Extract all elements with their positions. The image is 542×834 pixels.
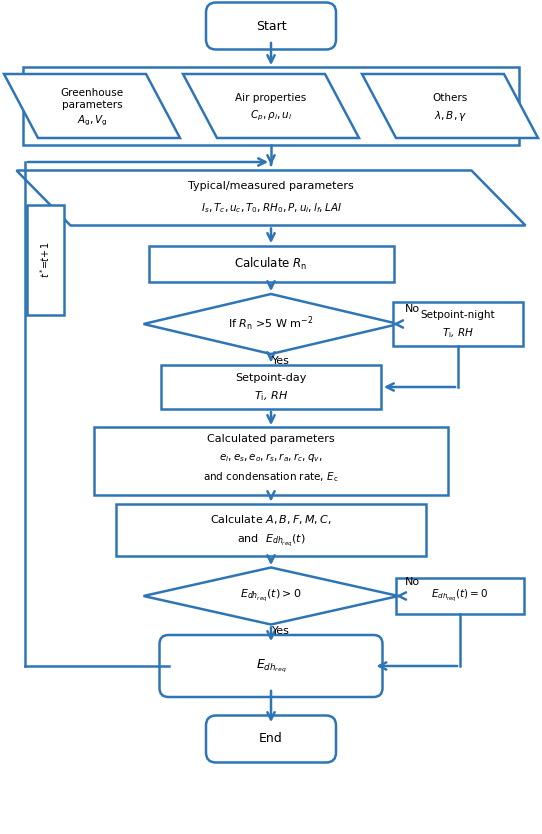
FancyBboxPatch shape	[116, 504, 426, 556]
Text: $T_\mathrm{i}$, RH: $T_\mathrm{i}$, RH	[442, 326, 474, 340]
FancyBboxPatch shape	[206, 716, 336, 762]
Polygon shape	[16, 170, 526, 225]
Text: $e_i, e_s, e_o, r_s, r_a, r_c, q_v,$: $e_i, e_s, e_o, r_s, r_a, r_c, q_v,$	[219, 451, 323, 465]
FancyBboxPatch shape	[159, 635, 383, 697]
Polygon shape	[4, 74, 180, 138]
FancyBboxPatch shape	[161, 365, 381, 409]
Polygon shape	[144, 567, 398, 625]
Text: Yes: Yes	[272, 626, 290, 636]
Text: End: End	[259, 732, 283, 746]
Text: No: No	[404, 577, 420, 587]
Text: parameters: parameters	[62, 100, 122, 110]
Text: $t^*\!\!=\!\!t\!+\!1$: $t^*\!\!=\!\!t\!+\!1$	[38, 241, 52, 278]
Text: Air properties: Air properties	[235, 93, 307, 103]
FancyBboxPatch shape	[23, 67, 519, 145]
Text: Calculate $A, B, F, M, C,$: Calculate $A, B, F, M, C,$	[210, 513, 332, 525]
Text: $T_\mathrm{i}$, RH: $T_\mathrm{i}$, RH	[254, 389, 288, 403]
Text: $C_p, \rho_i, u_i$: $C_p, \rho_i, u_i$	[250, 108, 292, 123]
Text: $E_{dh_{req}}$: $E_{dh_{req}}$	[255, 657, 287, 675]
Text: No: No	[404, 304, 420, 314]
FancyBboxPatch shape	[396, 578, 524, 614]
Polygon shape	[183, 74, 359, 138]
Text: Yes: Yes	[272, 356, 290, 366]
Text: $E_{dh_{req}}(t) = 0$: $E_{dh_{req}}(t) = 0$	[431, 588, 489, 604]
Polygon shape	[362, 74, 538, 138]
FancyBboxPatch shape	[393, 302, 523, 346]
Text: $\lambda, \mathit{B}, \gamma$: $\lambda, \mathit{B}, \gamma$	[434, 109, 467, 123]
Text: Others: Others	[433, 93, 468, 103]
FancyBboxPatch shape	[206, 3, 336, 49]
Text: and condensation rate, $E_\mathrm{c}$: and condensation rate, $E_\mathrm{c}$	[203, 470, 339, 484]
Text: Start: Start	[256, 19, 286, 33]
Text: $A_\mathrm{g},V_\mathrm{g}$: $A_\mathrm{g},V_\mathrm{g}$	[76, 113, 107, 128]
Text: Calculate $R_\mathrm{n}$: Calculate $R_\mathrm{n}$	[234, 256, 308, 272]
FancyBboxPatch shape	[94, 427, 448, 495]
Text: $I_s, T_c, u_c, T_0, RH_0, P, u_i, l_f, LAI$: $I_s, T_c, u_c, T_0, RH_0, P, u_i, l_f, …	[201, 201, 341, 215]
Text: Typical/measured parameters: Typical/measured parameters	[188, 181, 354, 191]
Text: $E_{dh_{req}}(t) > 0$: $E_{dh_{req}}(t) > 0$	[240, 588, 302, 604]
Text: If $R_\mathrm{n}$ >5 W m$^{-2}$: If $R_\mathrm{n}$ >5 W m$^{-2}$	[228, 314, 314, 334]
Text: Greenhouse: Greenhouse	[61, 88, 124, 98]
Text: Setpoint-night: Setpoint-night	[421, 310, 495, 320]
Text: Setpoint-day: Setpoint-day	[235, 373, 307, 383]
Text: Calculated parameters: Calculated parameters	[207, 434, 335, 444]
FancyBboxPatch shape	[149, 246, 393, 282]
Text: and $\ E_{dh_{req}}(t)$: and $\ E_{dh_{req}}(t)$	[237, 533, 305, 549]
Polygon shape	[144, 294, 398, 354]
FancyBboxPatch shape	[27, 204, 63, 314]
